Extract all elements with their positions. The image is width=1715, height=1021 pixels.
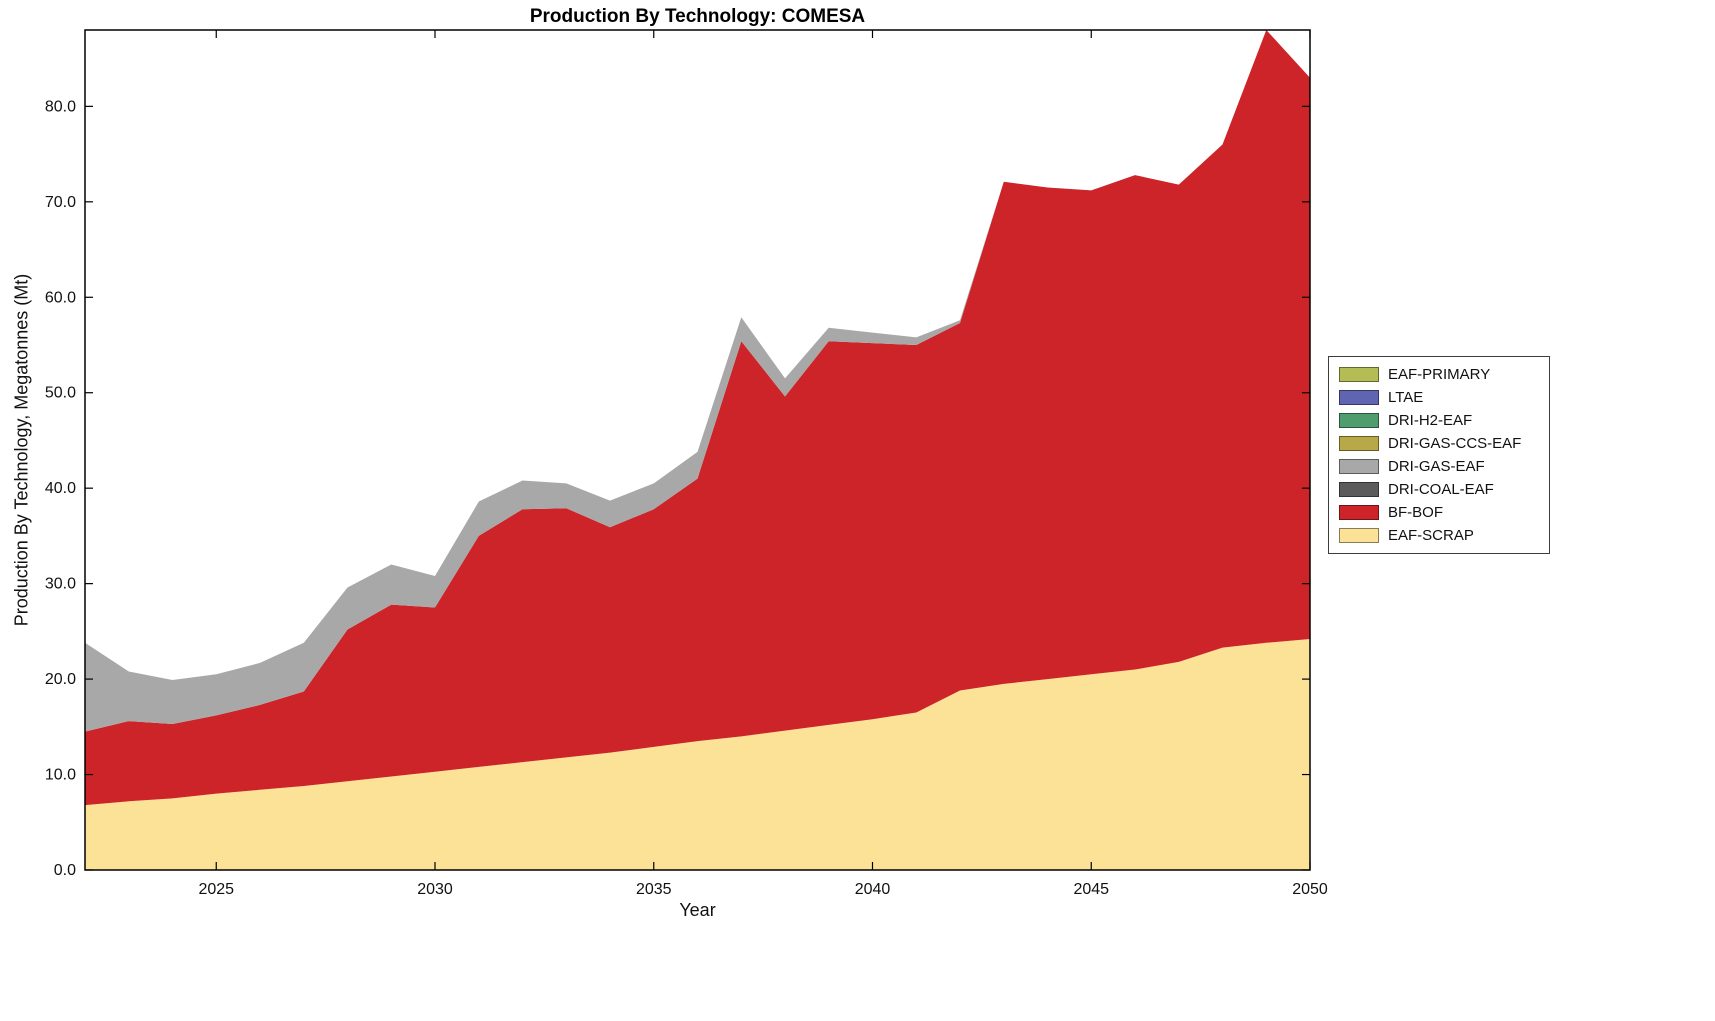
legend-item-dri-gas-ccs-eaf: DRI-GAS-CCS-EAF bbox=[1339, 432, 1541, 455]
area-series-bf-bof bbox=[85, 30, 1310, 806]
y-tick-label: 40.0 bbox=[45, 480, 76, 497]
chart-title: Production By Technology: COMESA bbox=[529, 6, 866, 27]
legend-swatch-bf-bof bbox=[1339, 505, 1379, 520]
legend-swatch-dri-h2-eaf bbox=[1339, 413, 1379, 428]
stacked-areas bbox=[85, 30, 1310, 870]
y-tick-label: 80.0 bbox=[45, 98, 76, 115]
x-tick-label: 2025 bbox=[198, 881, 234, 898]
legend-swatch-dri-gas-ccs-eaf bbox=[1339, 436, 1379, 451]
legend-item-dri-h2-eaf: DRI-H2-EAF bbox=[1339, 409, 1541, 432]
x-tick-label: 2035 bbox=[636, 881, 672, 898]
legend-item-bf-bof: BF-BOF bbox=[1339, 501, 1541, 524]
legend: EAF-PRIMARY LTAE DRI-H2-EAF DRI-GAS-CCS-EAF… bbox=[1328, 356, 1550, 554]
y-tick-label: 70.0 bbox=[45, 194, 76, 211]
legend-label: BF-BOF bbox=[1388, 504, 1443, 521]
x-tick-label: 2050 bbox=[1292, 881, 1328, 898]
x-axis-label: Year bbox=[679, 900, 716, 920]
legend-item-eaf-scrap: EAF-SCRAP bbox=[1339, 524, 1541, 547]
legend-label: DRI-H2-EAF bbox=[1388, 412, 1473, 429]
legend-item-ltae: LTAE bbox=[1339, 386, 1541, 409]
legend-swatch-dri-coal-eaf bbox=[1339, 482, 1379, 497]
area-series-eaf-scrap bbox=[85, 639, 1310, 870]
legend-label: LTAE bbox=[1388, 389, 1424, 406]
y-tick-label: 20.0 bbox=[45, 671, 76, 688]
y-tick-label: 50.0 bbox=[45, 385, 76, 402]
legend-item-dri-gas-eaf: DRI-GAS-EAF bbox=[1339, 455, 1541, 478]
axes-box bbox=[84, 29, 1311, 871]
axis-ticks bbox=[85, 30, 1311, 871]
legend-label: DRI-GAS-EAF bbox=[1388, 458, 1485, 475]
y-tick-label: 10.0 bbox=[45, 767, 76, 784]
legend-item-dri-coal-eaf: DRI-COAL-EAF bbox=[1339, 478, 1541, 501]
legend-swatch-dri-gas-eaf bbox=[1339, 459, 1379, 474]
y-tick-label: 0.0 bbox=[54, 862, 76, 879]
legend-label: EAF-PRIMARY bbox=[1388, 366, 1491, 383]
legend-item-eaf-primary: EAF-PRIMARY bbox=[1339, 363, 1541, 386]
legend-label: DRI-GAS-CCS-EAF bbox=[1388, 435, 1522, 452]
legend-label: DRI-COAL-EAF bbox=[1388, 481, 1494, 498]
legend-label: EAF-SCRAP bbox=[1388, 527, 1474, 544]
y-tick-label: 60.0 bbox=[45, 289, 76, 306]
x-tick-label: 2040 bbox=[855, 881, 891, 898]
x-tick-label: 2045 bbox=[1073, 881, 1109, 898]
legend-swatch-eaf-scrap bbox=[1339, 528, 1379, 543]
y-tick-label: 30.0 bbox=[45, 576, 76, 593]
x-tick-label: 2030 bbox=[417, 881, 453, 898]
legend-swatch-eaf-primary bbox=[1339, 367, 1379, 382]
legend-swatch-ltae bbox=[1339, 390, 1379, 405]
